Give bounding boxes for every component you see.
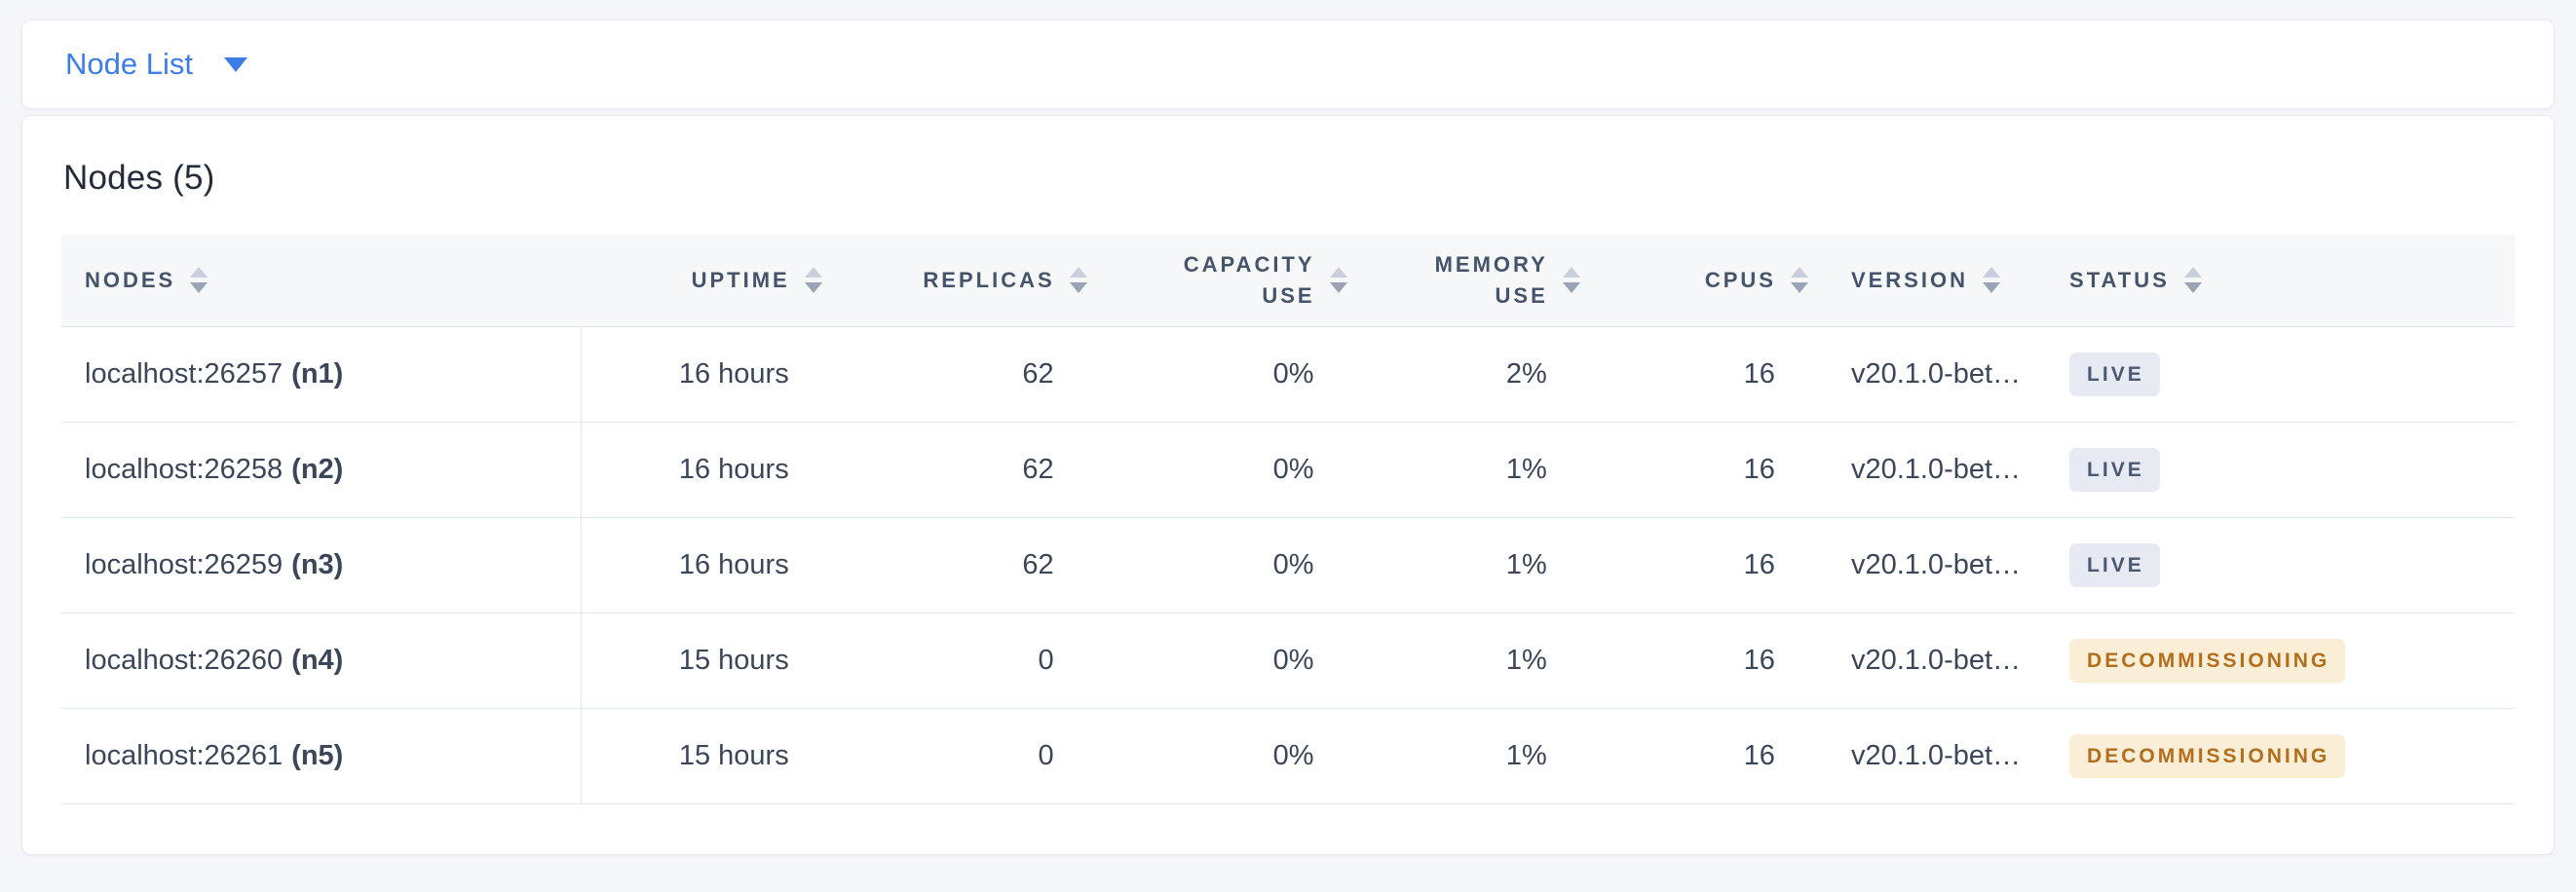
sort-icon — [1562, 267, 1580, 294]
capacity-use-cell: 0% — [1106, 326, 1367, 423]
caret-down-icon — [223, 56, 247, 72]
cpus-cell: 16 — [1599, 613, 1828, 709]
column-header-capacity-use[interactable]: CAPACITY USE — [1106, 235, 1367, 327]
sort-icon — [1982, 267, 2000, 294]
status-cell: LIVE — [2046, 422, 2515, 518]
capacity-use-cell: 0% — [1106, 708, 1367, 804]
table-row: localhost:26259 (n3) 16 hours 62 0% 1% 16… — [61, 517, 2515, 613]
sort-icon — [1329, 267, 1347, 294]
node-address-cell: localhost:26260 (n4) — [61, 613, 583, 709]
replicas-cell: 0 — [841, 708, 1107, 804]
nodes-table: NODES UPTIME REPLICAS CAPACITY USE MEMOR… — [61, 235, 2515, 804]
uptime-cell: 16 hours — [581, 326, 842, 423]
uptime-cell: 15 hours — [581, 613, 842, 709]
uptime-cell: 15 hours — [581, 708, 842, 804]
node-id: (n2) — [291, 453, 344, 485]
sort-icon — [804, 267, 822, 294]
sort-icon — [1069, 267, 1087, 294]
status-badge: DECOMMISSIONING — [2069, 733, 2346, 778]
node-address-cell: localhost:26259 (n3) — [61, 517, 583, 613]
status-badge: LIVE — [2069, 352, 2160, 396]
replicas-cell: 62 — [841, 517, 1107, 613]
cpus-cell: 16 — [1599, 422, 1828, 518]
table-row: localhost:26258 (n2) 16 hours 62 0% 1% 16… — [61, 422, 2515, 518]
node-address-cell: localhost:26261 (n5) — [61, 708, 583, 804]
replicas-cell: 62 — [841, 422, 1107, 518]
table-header-row: NODES UPTIME REPLICAS CAPACITY USE MEMOR… — [61, 235, 2515, 327]
status-cell: LIVE — [2046, 517, 2515, 613]
node-address-cell: localhost:26257 (n1) — [61, 326, 583, 423]
status-cell: DECOMMISSIONING — [2046, 613, 2515, 709]
status-badge: LIVE — [2069, 447, 2160, 492]
version-cell: v20.1.0-bet… — [1827, 517, 2047, 613]
memory-use-cell: 1% — [1366, 708, 1600, 804]
cpus-cell: 16 — [1599, 708, 1828, 804]
replicas-cell: 0 — [841, 613, 1107, 709]
column-header-nodes[interactable]: NODES — [61, 235, 582, 327]
column-header-version[interactable]: VERSION — [1827, 235, 2047, 327]
status-cell: DECOMMISSIONING — [2046, 708, 2515, 804]
page-title: Nodes (5) — [63, 159, 215, 197]
memory-use-cell: 2% — [1366, 326, 1600, 423]
status-badge: DECOMMISSIONING — [2069, 638, 2346, 683]
node-address-cell: localhost:26258 (n2) — [61, 422, 583, 518]
table-row: localhost:26260 (n4) 15 hours 0 0% 1% 16 … — [61, 613, 2515, 709]
page-selector-bar: Node List — [21, 19, 2555, 109]
sort-icon — [2183, 267, 2202, 294]
column-header-cpus[interactable]: CPUS — [1599, 235, 1828, 327]
version-cell: v20.1.0-bet… — [1827, 613, 2047, 709]
node-id: (n3) — [291, 548, 344, 580]
node-id: (n5) — [291, 739, 344, 771]
memory-use-cell: 1% — [1366, 517, 1600, 613]
page-selector-label: Node List — [65, 47, 193, 81]
capacity-use-cell: 0% — [1106, 613, 1367, 709]
node-id: (n4) — [291, 644, 344, 676]
status-cell: LIVE — [2046, 326, 2515, 423]
nodes-card: Nodes (5) NODES UPTIME REPLICAS CAPACITY… — [21, 115, 2555, 855]
replicas-cell: 62 — [841, 326, 1107, 423]
capacity-use-cell: 0% — [1106, 422, 1367, 518]
version-cell: v20.1.0-bet… — [1827, 326, 2047, 423]
page-selector-dropdown[interactable]: Node List — [65, 47, 247, 82]
version-cell: v20.1.0-bet… — [1827, 708, 2047, 804]
column-header-memory-use[interactable]: MEMORY USE — [1366, 235, 1600, 327]
cpus-cell: 16 — [1599, 517, 1828, 613]
column-header-status[interactable]: STATUS — [2046, 235, 2515, 327]
column-header-replicas[interactable]: REPLICAS — [841, 235, 1107, 327]
sort-icon — [1790, 267, 1808, 294]
column-header-uptime[interactable]: UPTIME — [581, 235, 842, 327]
table-row: localhost:26261 (n5) 15 hours 0 0% 1% 16 … — [61, 708, 2515, 804]
table-row: localhost:26257 (n1) 16 hours 62 0% 2% 16… — [61, 326, 2515, 423]
version-cell: v20.1.0-bet… — [1827, 422, 2047, 518]
uptime-cell: 16 hours — [581, 517, 842, 613]
uptime-cell: 16 hours — [581, 422, 842, 518]
capacity-use-cell: 0% — [1106, 517, 1367, 613]
memory-use-cell: 1% — [1366, 613, 1600, 709]
cpus-cell: 16 — [1599, 326, 1828, 423]
status-badge: LIVE — [2069, 542, 2160, 587]
sort-icon — [190, 267, 208, 294]
memory-use-cell: 1% — [1366, 422, 1600, 518]
node-id: (n1) — [291, 357, 344, 390]
